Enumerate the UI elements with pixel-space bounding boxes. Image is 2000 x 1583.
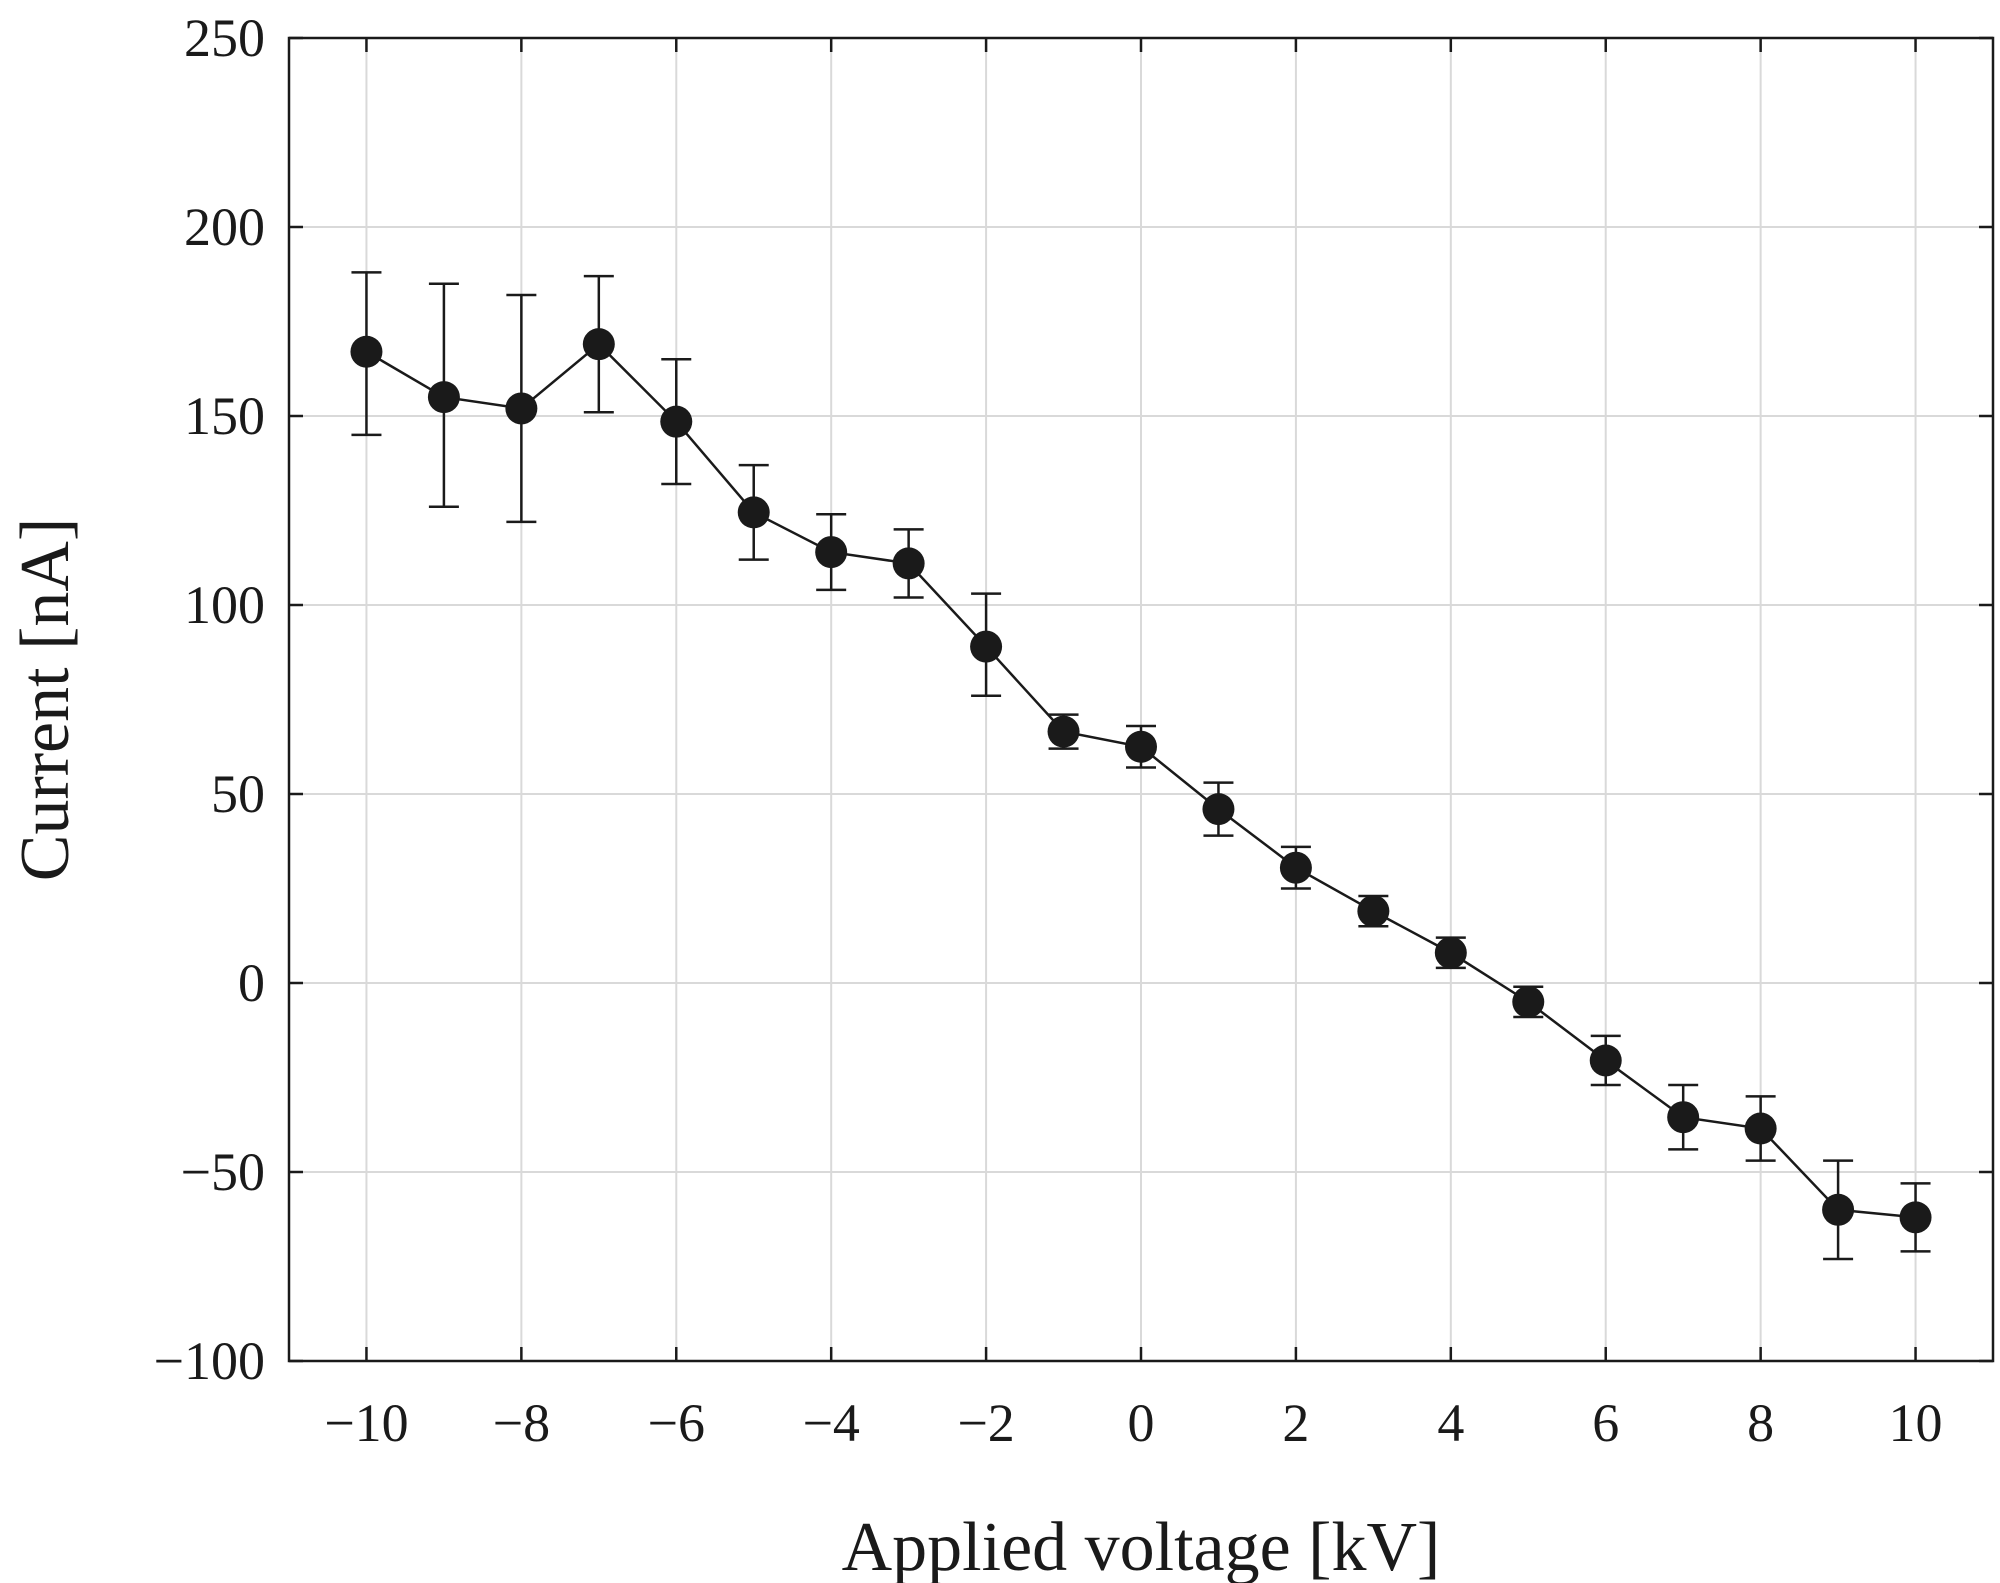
data-point [350,335,383,368]
x-tick-label: −6 [648,1393,705,1453]
y-tick-label: 50 [211,764,265,824]
data-series [350,271,1932,1261]
data-point [1202,793,1235,826]
data-point [1434,936,1467,969]
data-point [1357,895,1390,928]
x-tick-label: 2 [1282,1393,1309,1453]
data-point [1744,1112,1777,1145]
grid [289,37,1993,1362]
data-point [1667,1101,1700,1134]
data-point [737,496,770,529]
data-point [1589,1044,1622,1077]
data-point [505,392,538,425]
y-tick-label: −100 [154,1331,265,1391]
y-axis-label: Current [nA] [7,518,84,882]
x-tick-label: 8 [1747,1393,1774,1453]
y-tick-label: −50 [181,1142,265,1202]
y-tick-label: 150 [184,386,265,446]
data-point [1899,1201,1932,1234]
x-tick-label: 4 [1437,1393,1464,1453]
y-tick-label: 100 [184,575,265,635]
x-tick-label: 6 [1592,1393,1619,1453]
x-tick-label: −8 [493,1393,550,1453]
x-tick-label: −10 [324,1393,408,1453]
data-point [815,536,848,569]
axis-ticks [289,36,1993,1363]
data-point [892,547,925,580]
x-axis-label: Applied voltage [kV] [842,1509,1441,1583]
data-point [1125,730,1157,763]
data-point [660,405,693,438]
x-axis-tick-labels: −10 −8 −6 −4 −2 0 2 4 6 8 10 [324,1393,1942,1453]
data-point [1822,1193,1855,1226]
x-tick-label: −2 [957,1393,1014,1453]
data-point [427,381,460,414]
y-axis-tick-labels: −100 −50 0 50 100 150 200 250 [154,8,265,1391]
y-tick-label: 200 [184,197,265,257]
y-tick-label: 0 [238,953,265,1013]
data-point [1279,851,1312,884]
data-point [582,328,615,361]
x-tick-label: 10 [1889,1393,1943,1453]
data-point [1512,985,1545,1018]
x-tick-label: 0 [1128,1393,1155,1453]
data-point [1047,715,1080,748]
y-tick-label: 250 [184,8,265,68]
data-point [970,630,1003,663]
x-tick-label: −4 [802,1393,859,1453]
